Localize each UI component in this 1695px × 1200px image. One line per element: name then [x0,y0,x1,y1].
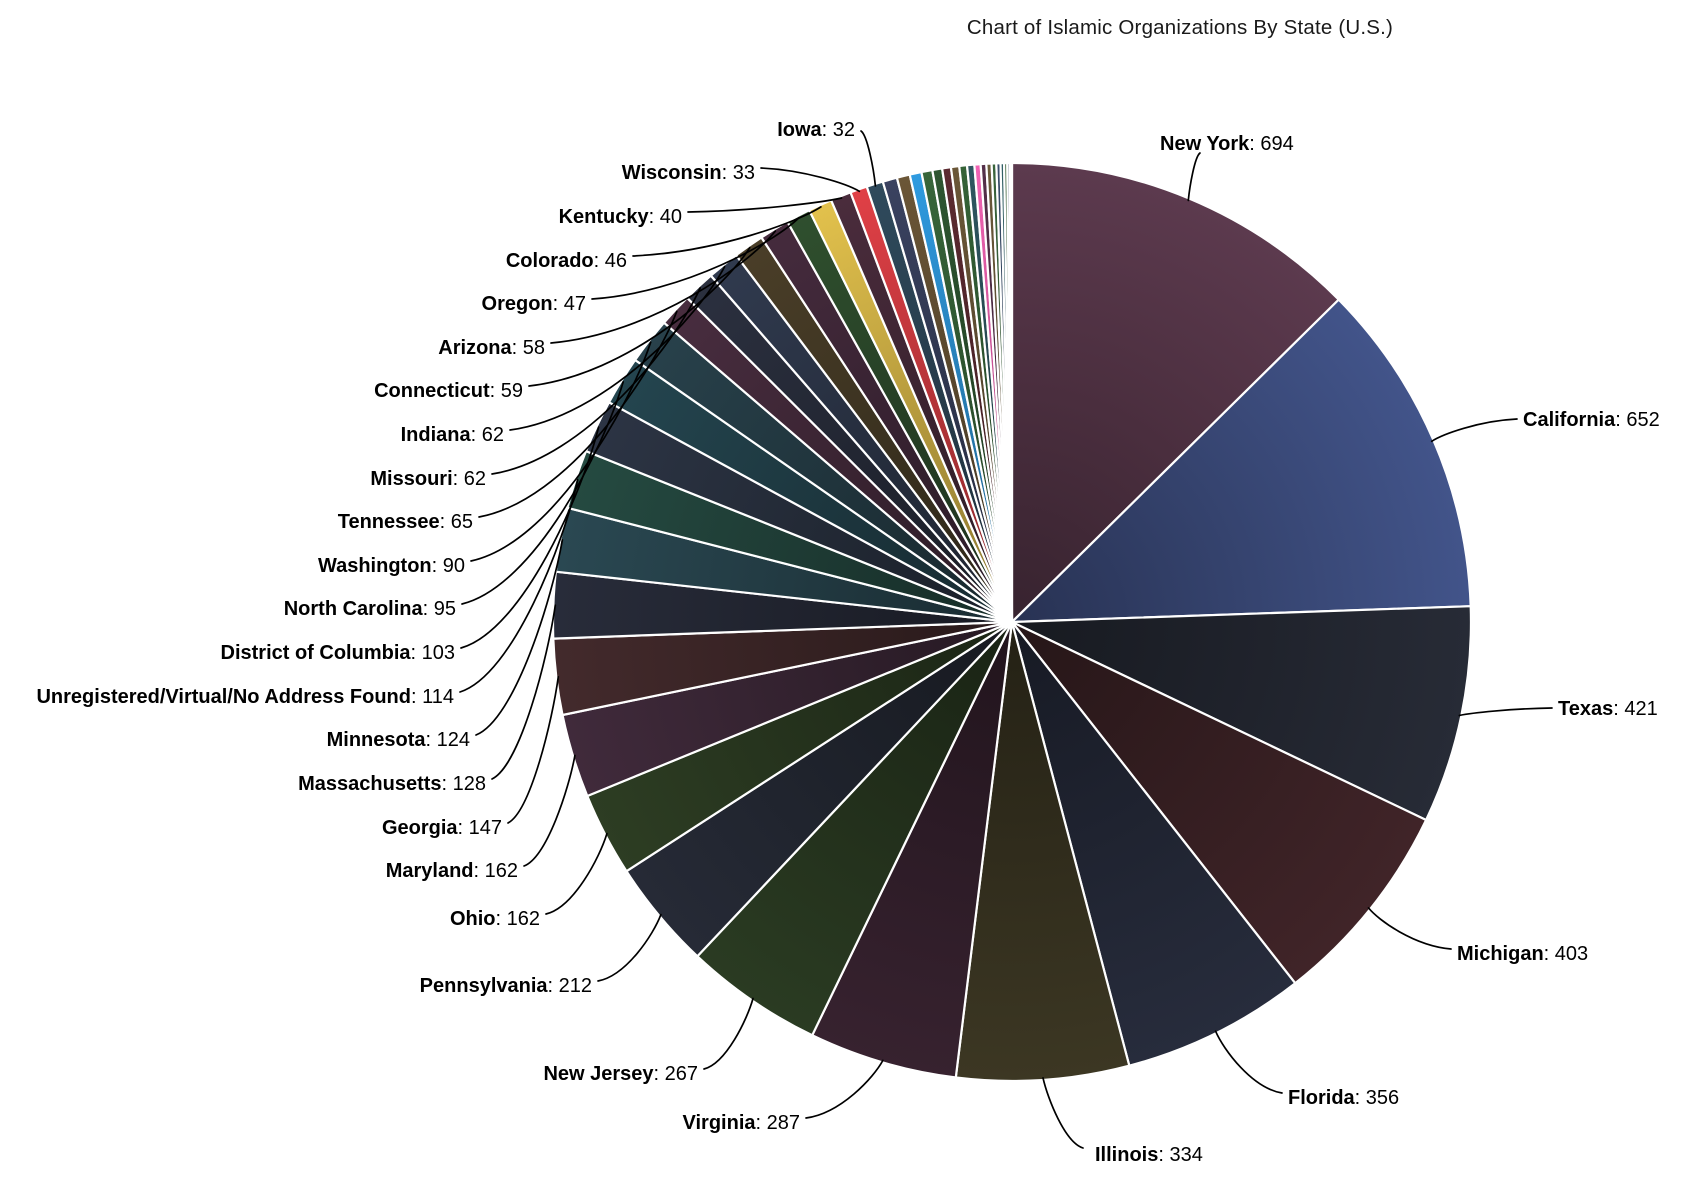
slice-label-colorado: Colorado: 46 [506,250,627,272]
slice-label-indiana: Indiana: 62 [401,424,504,446]
leader-line-washington [470,341,652,562]
slice-label-tennessee: Tennessee: 65 [338,511,473,533]
leader-line-minnesota [475,539,564,736]
slice-label-maryland: Maryland: 162 [386,860,518,882]
pie-slices-group [551,161,1473,1083]
leader-line-wisconsin [760,167,861,193]
slice-label-washington: Washington: 90 [318,555,465,577]
slice-label-michigan: Michigan: 403 [1457,943,1588,965]
slice-label-oregon: Oregon: 47 [482,293,586,315]
slice-label-new-york: New York: 694 [1160,133,1294,155]
slice-label-kentucky: Kentucky: 40 [559,206,682,228]
leader-line-maryland [523,754,576,867]
leader-line-texas [1458,707,1553,717]
pie-slice-small-slice-45[interactable] [1008,161,1014,624]
slice-label-georgia: Georgia: 147 [382,817,502,839]
leader-line-new-jersey [703,997,754,1070]
leader-line-illinois [1042,1077,1084,1149]
leader-line-michigan [1367,907,1452,950]
leader-line-oregon [591,216,800,300]
slice-label-minnesota: Minnesota: 124 [327,729,470,751]
leader-line-north-carolina [461,381,625,605]
leader-line-tennessee [478,310,678,518]
slice-label-texas: Texas: 421 [1558,698,1658,720]
chart-title: Chart of Islamic Organizations By State … [966,16,1394,39]
slice-label-connecticut: Connecticut: 59 [374,380,523,402]
leader-line-virginia [805,1059,884,1119]
leader-line-ohio [545,832,608,915]
leader-line-iowa [860,130,877,187]
slice-label-arizona: Arizona: 58 [438,337,545,359]
slice-label-unregistered-virtual-no-address-found: Unregistered/Virtual/No Address Found: 1… [36,686,454,708]
leader-line-california [1430,418,1518,443]
leader-line-arizona [550,230,777,344]
slice-label-new-jersey: New Jersey: 267 [543,1063,698,1085]
leader-line-district-of-columbia [460,426,600,649]
leader-line-kentucky [687,197,843,213]
slice-label-district-of-columbia: District of Columbia: 103 [221,642,456,664]
slice-label-wisconsin: Wisconsin: 33 [622,162,755,184]
leader-line-georgia [507,675,560,824]
leader-line-colorado [632,206,822,257]
leader-line-new-york [1187,152,1201,202]
slice-labels-group: New York: 694 California: 652 Texas: 421 Mi… [36,119,1659,1166]
leader-lines-group [459,130,1553,1149]
leader-line-florida [1214,1030,1283,1094]
slice-label-california: California: 652 [1523,409,1660,431]
slice-label-pennsylvania: Pennsylvania: 212 [420,975,592,997]
slice-label-florida: Florida: 356 [1288,1087,1399,1109]
slice-label-missouri: Missouri: 62 [370,468,486,490]
slice-label-illinois: Illinois: 334 [1095,1144,1203,1166]
slice-label-virginia: Virginia: 287 [683,1112,800,1134]
leader-line-indiana [509,265,726,431]
slice-label-iowa: Iowa: 32 [777,119,855,141]
slice-label-massachusetts: Massachusetts: 128 [298,773,486,795]
leader-line-massachusetts [491,604,557,780]
slice-label-north-carolina: North Carolina: 95 [284,598,456,620]
leader-line-connecticut [528,246,751,387]
slice-label-ohio: Ohio: 162 [450,908,540,930]
leader-line-pennsylvania [597,913,662,982]
